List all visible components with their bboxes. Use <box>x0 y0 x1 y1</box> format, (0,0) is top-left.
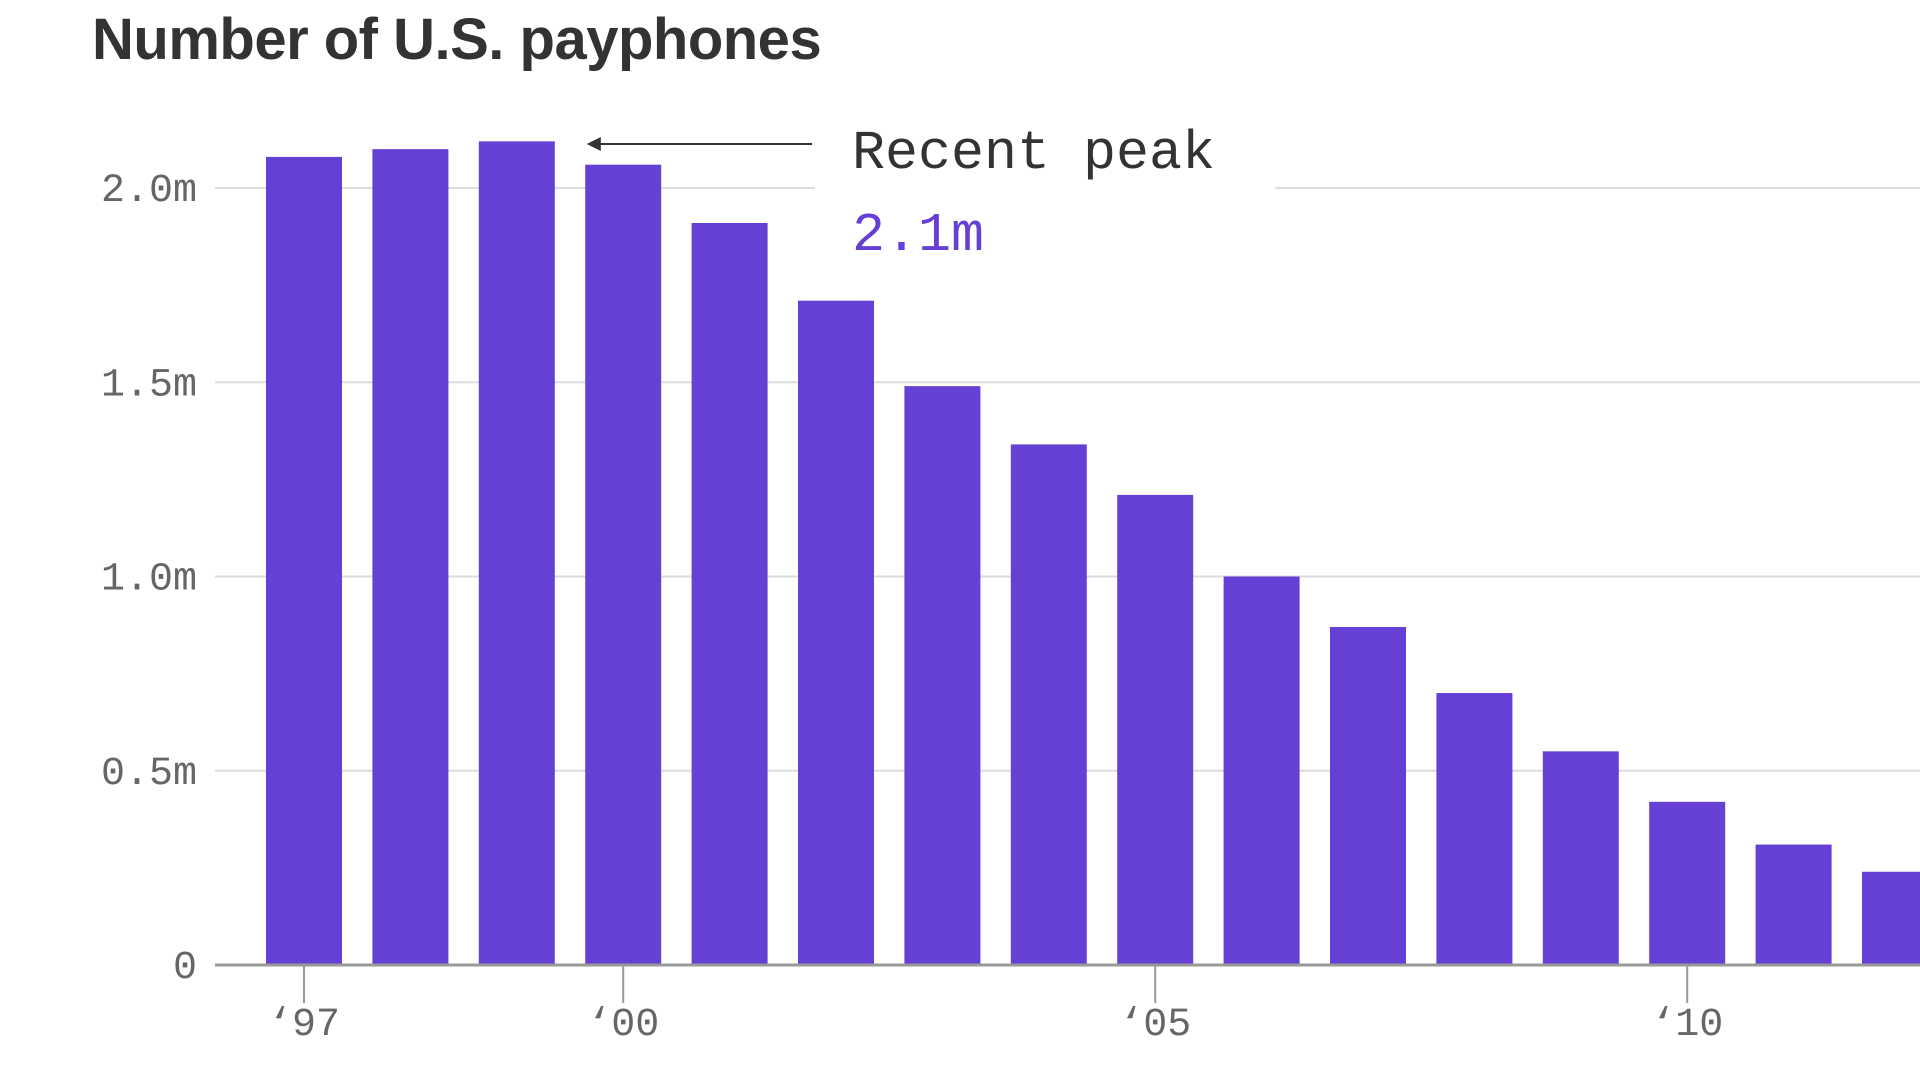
bar-2009 <box>1542 751 1619 965</box>
y-tick-label: 2.0m <box>101 169 197 214</box>
chart-title: Number of U.S. payphones <box>92 7 822 72</box>
bar-2011 <box>1755 844 1832 965</box>
bar-2007 <box>1330 627 1406 965</box>
bars <box>266 141 1920 966</box>
bar-2005 <box>1117 494 1194 965</box>
bar-1998 <box>372 149 449 965</box>
bar-2004 <box>1010 444 1087 965</box>
x-tick-label: ‘10 <box>1651 1003 1723 1048</box>
annotation-label: Recent peak <box>852 122 1215 185</box>
bar-1999 <box>478 141 555 965</box>
annotation: Recent peak 2.1m <box>586 90 1275 267</box>
x-axis: ‘97 ‘00 ‘05 ‘10 <box>215 963 1920 1048</box>
annotation-arrowhead <box>586 137 601 151</box>
bar-2012 <box>1862 871 1920 965</box>
annotation-backdrop <box>815 90 1275 195</box>
y-tick-label: 1.5m <box>101 363 197 408</box>
annotation-value: 2.1m <box>852 204 984 267</box>
bar-2000 <box>585 164 662 965</box>
bar-2010 <box>1649 801 1726 965</box>
y-tick-label: 0.5m <box>101 752 197 797</box>
x-tick-label: ‘97 <box>268 1003 340 1048</box>
bar-2002 <box>798 300 874 965</box>
x-tick-label: ‘00 <box>587 1003 659 1048</box>
bar-1997 <box>266 156 342 966</box>
bar-2008 <box>1436 693 1513 965</box>
bar-2001 <box>691 222 768 966</box>
y-tick-label: 0 <box>173 946 197 991</box>
bar-2006 <box>1223 576 1300 965</box>
x-tick-label: ‘05 <box>1119 1003 1191 1048</box>
bar-2003 <box>904 386 981 965</box>
y-tick-label: 1.0m <box>101 558 197 603</box>
